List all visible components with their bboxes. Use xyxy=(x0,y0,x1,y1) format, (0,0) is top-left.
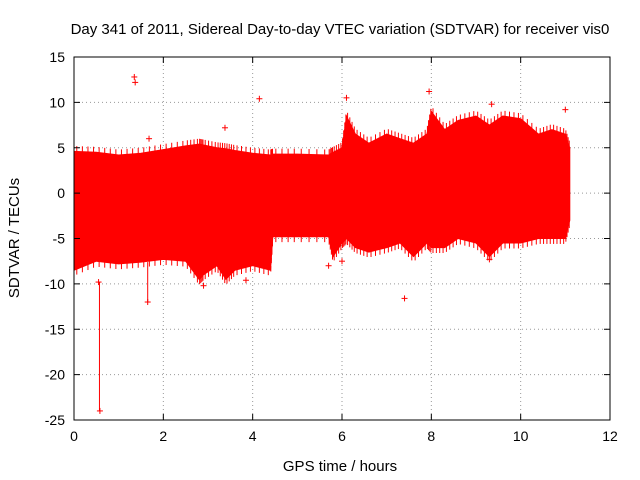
y-axis-label: SDTVAR / TECUs xyxy=(6,178,23,298)
x-tick-label: 2 xyxy=(159,428,167,444)
y-tick-label: -10 xyxy=(45,276,65,292)
chart-title: Day 341 of 2011, Sidereal Day-to-day VTE… xyxy=(71,21,610,38)
tick-labels: 0 2 4 6 8 10 12 15 10 5 0 -5 -10 -15 -20 -25 xyxy=(45,49,618,444)
y-tick-label: 15 xyxy=(49,49,65,65)
y-tick-label: -25 xyxy=(45,412,65,428)
axis-ticks xyxy=(73,56,611,421)
y-tick-label: -20 xyxy=(45,367,65,383)
x-tick-label: 0 xyxy=(70,428,78,444)
x-tick-label: 10 xyxy=(513,428,529,444)
x-tick-label: 12 xyxy=(602,428,618,444)
y-tick-label: 5 xyxy=(57,140,65,156)
x-tick-label: 6 xyxy=(338,428,346,444)
data-series xyxy=(73,73,571,414)
x-tick-label: 8 xyxy=(427,428,435,444)
x-tick-label: 4 xyxy=(249,428,257,444)
y-tick-label: -15 xyxy=(45,321,65,337)
y-tick-label: 10 xyxy=(49,94,65,110)
y-tick-label: -5 xyxy=(53,231,66,247)
y-tick-label: 0 xyxy=(57,185,65,201)
data-envelope xyxy=(73,110,571,281)
x-axis-label: GPS time / hours xyxy=(283,458,397,475)
